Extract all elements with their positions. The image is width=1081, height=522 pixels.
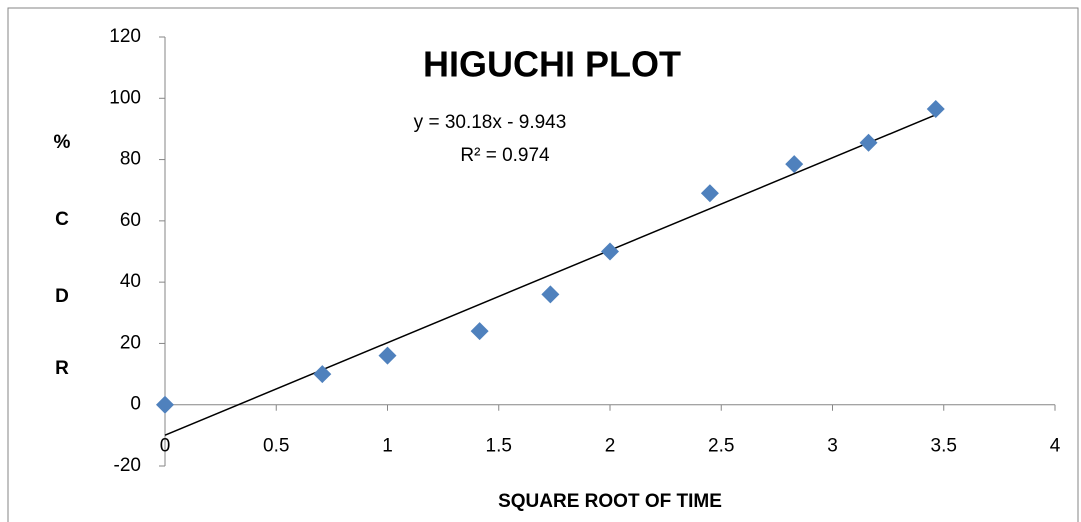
chart-border [7,7,1079,522]
x-tick-label: 0.5 [263,436,289,457]
chart-title: HIGUCHI PLOT [423,44,681,85]
marker [859,133,878,152]
marker [700,184,719,203]
marker [313,365,332,384]
x-tick-label: 3.5 [931,436,957,457]
r-squared: R² = 0.974 [460,145,550,166]
x-tick-label: 1 [382,436,393,457]
x-tick-label: 2.5 [708,436,734,457]
y-tick-label: 60 [120,210,141,231]
y-axis-label: % [54,132,71,153]
marker [541,285,560,304]
y-axis-label: C [55,209,69,230]
x-tick-label: 3 [827,436,838,457]
y-tick-label: 80 [120,149,141,170]
y-tick-label: 40 [120,271,141,292]
trendline [164,114,937,436]
x-tick-label: 0 [160,436,171,457]
y-tick-label: -20 [114,455,141,476]
marker [601,242,619,261]
x-axis-label: SQUARE ROOT OF TIME [498,491,722,512]
y-axis-label: D [55,286,69,307]
marker [785,155,804,174]
y-axis-label: R [55,358,69,379]
marker [470,322,489,341]
x-tick-label: 2 [605,436,616,457]
y-tick-label: 120 [109,26,141,47]
marker [378,346,397,365]
y-tick-label: 0 [130,394,141,415]
y-tick-label: 100 [109,87,141,108]
x-tick-label: 1.5 [486,436,512,457]
marker [926,100,945,119]
x-tick-label: 4 [1050,436,1061,457]
equation: y = 30.18x - 9.943 [414,112,567,133]
y-tick-label: 20 [120,332,141,353]
marker [156,395,174,414]
